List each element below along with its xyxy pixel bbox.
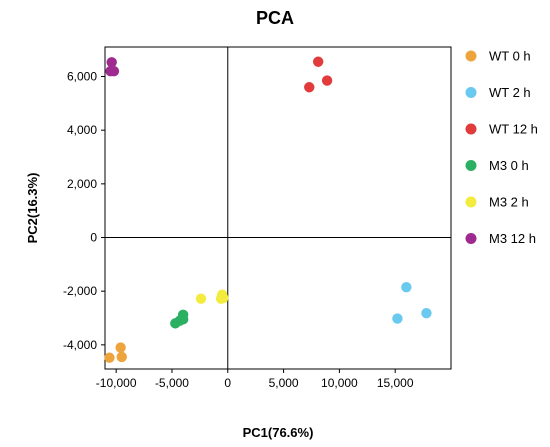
legend-marker: [465, 196, 477, 208]
data-point: [304, 82, 315, 93]
x-tick-label: 10,000: [321, 376, 358, 390]
data-point: [108, 65, 120, 77]
x-tick-label: 15,000: [377, 376, 414, 390]
data-point: [321, 75, 333, 86]
y-tick-label: -4,000: [63, 338, 97, 352]
legend-label: M3 0 h: [489, 158, 529, 173]
legend-marker: [465, 50, 477, 62]
legend-label: WT 12 h: [489, 122, 538, 137]
data-point: [177, 309, 189, 320]
data-point: [401, 281, 412, 293]
x-tick-label: 5,000: [269, 376, 299, 390]
y-tick-label: 6,000: [67, 70, 97, 84]
data-point: [215, 293, 227, 304]
y-tick-label: 4,000: [67, 123, 97, 137]
legend: WT 0 h WT 2 h WT 12 h M3 0 h M3 2 h M3 12 h: [465, 49, 538, 246]
chart-title: PCA: [256, 8, 294, 28]
x-axis-label: PC1(76.6%): [243, 425, 314, 440]
data-point: [106, 57, 117, 68]
x-tick-label: -10,000: [96, 376, 137, 390]
y-axis-label: PC2(16.3%): [25, 173, 40, 244]
y-tick-label: 2,000: [67, 177, 97, 191]
data-point: [116, 351, 127, 363]
legend-marker: [465, 87, 477, 98]
data-point: [312, 56, 324, 67]
legend-label: M3 2 h: [489, 195, 529, 210]
y-axis-ticks: -4,000 -2,000 0 2,000 4,000 6,000: [63, 70, 105, 352]
x-axis-ticks: -10,000 -5,000 0 5,000 10,000 15,000: [96, 369, 414, 390]
legend-label: WT 2 h: [489, 85, 531, 100]
legend-label: M3 12 h: [489, 231, 536, 246]
data-point: [104, 352, 115, 363]
plot-frame: [104, 46, 452, 370]
legend-label: WT 0 h: [489, 49, 531, 64]
x-tick-label: 0: [224, 376, 231, 390]
data-point: [115, 342, 126, 353]
data-point: [195, 293, 207, 304]
x-tick-label: -5,000: [155, 376, 189, 390]
data-points: [104, 56, 432, 363]
data-point: [392, 313, 403, 324]
legend-marker: [465, 233, 477, 244]
legend-marker: [465, 123, 477, 135]
legend-marker: [465, 160, 477, 171]
y-tick-label: 0: [90, 231, 97, 245]
y-tick-label: -2,000: [63, 284, 97, 298]
data-point: [421, 307, 432, 319]
